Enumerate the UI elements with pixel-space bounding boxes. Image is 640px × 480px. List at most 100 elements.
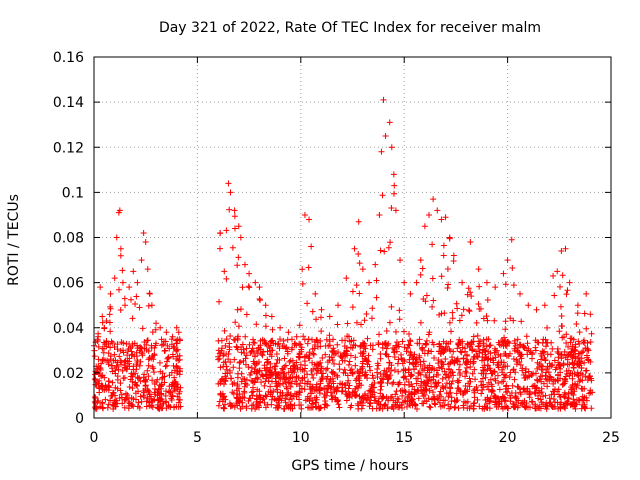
data-point xyxy=(573,384,580,391)
data-point xyxy=(369,372,376,379)
data-point xyxy=(525,345,532,352)
data-point xyxy=(392,207,399,214)
data-point xyxy=(366,363,373,370)
data-point xyxy=(168,341,175,348)
data-point xyxy=(401,344,408,351)
data-point xyxy=(398,351,405,358)
data-point xyxy=(575,373,582,380)
data-point xyxy=(384,342,391,349)
data-point xyxy=(542,336,549,343)
data-point xyxy=(454,305,461,312)
data-point xyxy=(342,388,349,395)
data-point xyxy=(460,398,467,405)
data-point xyxy=(126,384,133,391)
data-point xyxy=(507,315,514,322)
data-point xyxy=(276,336,283,343)
data-point xyxy=(295,353,302,360)
data-point xyxy=(532,389,539,396)
data-point xyxy=(381,402,388,409)
data-point xyxy=(504,404,511,411)
data-point xyxy=(335,401,342,408)
data-point xyxy=(175,396,182,403)
data-point xyxy=(289,395,296,402)
data-point xyxy=(483,336,490,343)
data-point xyxy=(322,351,329,358)
data-point xyxy=(117,307,124,314)
data-point xyxy=(249,345,256,352)
data-point xyxy=(476,350,483,357)
data-point xyxy=(541,302,548,309)
data-point xyxy=(581,310,588,317)
data-point xyxy=(289,405,296,412)
data-point xyxy=(574,369,581,376)
data-point xyxy=(417,319,424,326)
data-point xyxy=(448,354,455,361)
data-point xyxy=(406,342,413,349)
data-point xyxy=(235,398,242,405)
data-point xyxy=(551,292,558,299)
data-point xyxy=(130,268,137,275)
data-point xyxy=(114,346,121,353)
data-point xyxy=(123,340,130,347)
data-point xyxy=(429,389,436,396)
data-point xyxy=(417,371,424,378)
data-point xyxy=(176,352,183,359)
data-point xyxy=(364,375,371,382)
data-point xyxy=(489,370,496,377)
data-point xyxy=(418,345,425,352)
data-point xyxy=(492,284,499,291)
data-point xyxy=(479,375,486,382)
data-point xyxy=(390,171,397,178)
data-point xyxy=(419,400,426,407)
data-point xyxy=(454,357,461,364)
data-point xyxy=(301,211,308,218)
data-point xyxy=(267,360,274,367)
data-point xyxy=(122,302,129,309)
data-point xyxy=(542,392,549,399)
data-point xyxy=(227,333,234,340)
data-point xyxy=(500,359,507,366)
data-point xyxy=(363,371,370,378)
data-point xyxy=(541,354,548,361)
data-point xyxy=(425,331,432,338)
data-point xyxy=(263,341,270,348)
data-point xyxy=(575,350,582,357)
data-point xyxy=(377,355,384,362)
data-point xyxy=(367,399,374,406)
data-point xyxy=(435,379,442,386)
data-point xyxy=(309,346,316,353)
data-point xyxy=(467,378,474,385)
data-point xyxy=(400,399,407,406)
chart-title: Day 321 of 2022, Rate Of TEC Index for r… xyxy=(159,20,541,36)
data-point xyxy=(293,359,300,366)
y-tick-label: 0.08 xyxy=(53,231,84,247)
data-point xyxy=(355,385,362,392)
data-point xyxy=(573,320,580,327)
data-point xyxy=(107,290,114,297)
data-point xyxy=(150,365,157,372)
data-point xyxy=(252,279,259,286)
data-point xyxy=(110,405,117,412)
data-point xyxy=(106,319,113,326)
data-point xyxy=(377,380,384,387)
data-point xyxy=(561,394,568,401)
data-point xyxy=(384,405,391,412)
x-tick-label: 25 xyxy=(602,430,620,446)
data-point xyxy=(245,283,252,290)
data-point xyxy=(215,402,222,409)
data-point xyxy=(386,319,393,326)
data-point xyxy=(504,339,511,346)
data-point xyxy=(558,322,565,329)
data-point xyxy=(278,397,285,404)
data-point xyxy=(323,336,330,343)
data-point xyxy=(370,375,377,382)
data-point xyxy=(420,393,427,400)
data-point xyxy=(338,354,345,361)
data-point xyxy=(443,380,450,387)
data-point xyxy=(313,384,320,391)
data-point xyxy=(306,352,313,359)
data-point xyxy=(588,330,595,337)
data-point xyxy=(286,375,293,382)
data-point xyxy=(168,369,175,376)
data-point xyxy=(330,336,337,343)
